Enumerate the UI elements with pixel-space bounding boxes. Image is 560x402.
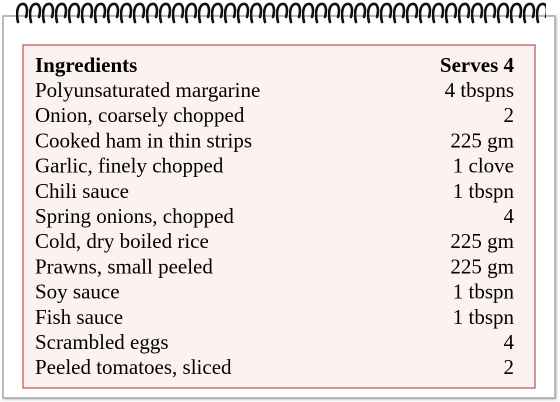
header-ingredients: Ingredients [35, 53, 137, 77]
ingredient-quantity: 225 gm [450, 229, 514, 253]
ingredient-quantity: 2 [504, 103, 515, 127]
ingredient-quantity: 1 tbspn [453, 280, 515, 304]
ingredient-name: Scrambled eggs [35, 330, 169, 354]
ingredients-box [22, 44, 536, 389]
ingredient-name: Cooked ham in thin strips [35, 128, 252, 152]
ingredient-name: Polyunsaturated margarine [35, 78, 260, 102]
ingredient-quantity: 1 tbspn [453, 179, 515, 203]
ingredient-name: Onion, coarsely chopped [35, 103, 245, 127]
ingredient-quantity: 225 gm [450, 128, 514, 152]
ingredient-name: Prawns, small peeled [35, 254, 213, 278]
ingredient-name: Soy sauce [35, 280, 120, 304]
ingredient-quantity: 4 [504, 330, 515, 354]
ingredients-table: Ingredients Serves 4 Polyunsaturated marga… [35, 53, 515, 379]
ingredient-name: Spring onions, chopped [35, 204, 234, 228]
spiral-binding [16, 0, 546, 26]
ingredient-quantity: 1 tbspn [453, 305, 515, 329]
ingredient-name: Garlic, finely chopped [35, 154, 224, 178]
ingredient-name: Peeled tomatoes, sliced [35, 355, 232, 379]
ingredient-quantity: 2 [504, 355, 515, 379]
ingredient-quantity: 1 clove [453, 154, 514, 178]
ingredient-quantity: 4 tbspns [445, 78, 514, 102]
header-serves: Serves 4 [440, 53, 515, 77]
ingredient-quantity: 4 [504, 204, 515, 228]
ingredient-name: Fish sauce [35, 305, 123, 329]
ingredient-name: Chili sauce [35, 179, 129, 203]
ingredient-quantity: 225 gm [450, 254, 514, 278]
ingredient-name: Cold, dry boiled rice [35, 229, 209, 253]
